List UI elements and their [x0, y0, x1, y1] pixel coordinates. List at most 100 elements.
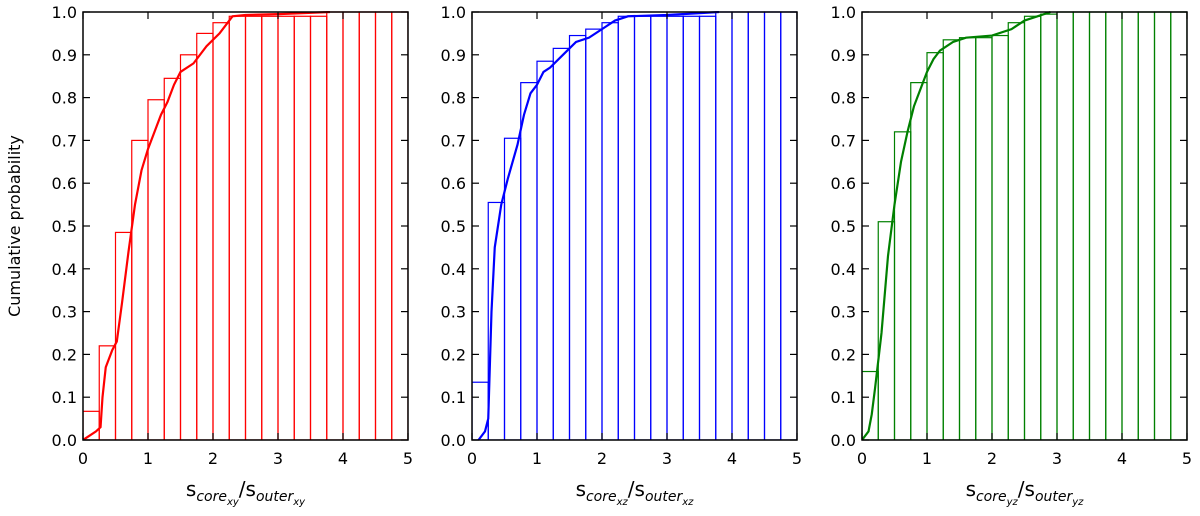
x-axis-label: scoreyz/souteryz — [966, 477, 1085, 508]
histogram-bar — [926, 52, 944, 440]
histogram-bar — [731, 11, 749, 440]
x-tick-label: 0 — [857, 449, 867, 468]
plot-area — [472, 11, 797, 440]
histogram-bar — [1121, 11, 1139, 440]
histogram-bar — [342, 11, 360, 440]
y-tick-label: 1.0 — [831, 3, 856, 22]
histogram-bar — [958, 37, 977, 440]
histogram-bar — [1007, 22, 1026, 440]
x-tick-label: 3 — [662, 449, 672, 468]
x-axis-label-part: core — [196, 489, 227, 505]
histogram-bar — [633, 15, 652, 440]
y-tick-label: 0.7 — [441, 131, 466, 150]
histogram-bar — [212, 22, 230, 440]
histogram-bar — [179, 54, 198, 440]
histogram-bar — [1023, 15, 1042, 440]
x-axis-label-part: xz — [616, 497, 629, 508]
x-axis-label-part: /s — [1018, 477, 1035, 501]
x-axis-label-part: xy — [226, 497, 240, 508]
histogram-bar — [1088, 11, 1107, 440]
y-tick-label: 0.7 — [831, 131, 856, 150]
x-axis-label-part: s — [966, 477, 976, 501]
x-tick-label: 2 — [208, 449, 218, 468]
x-axis-label-part: core — [586, 489, 617, 505]
histogram-bar — [910, 82, 928, 440]
y-tick-label: 0.8 — [831, 89, 856, 108]
x-axis-label: scorexz/souterxz — [576, 477, 695, 508]
histogram-bar — [374, 11, 393, 440]
histogram-bar — [277, 15, 295, 440]
x-axis-label-part: xy — [292, 497, 306, 508]
histogram-bar — [585, 28, 603, 440]
y-tick-label: 0.9 — [441, 46, 466, 65]
x-axis-label-part: s — [576, 477, 586, 501]
y-tick-label: 0.8 — [52, 89, 77, 108]
x-tick-label: 4 — [1117, 449, 1127, 468]
y-tick-label: 0.4 — [831, 260, 856, 279]
y-tick-label: 0.6 — [52, 174, 77, 193]
histogram-bar — [601, 22, 619, 440]
histogram-bar — [1072, 11, 1091, 440]
histogram-bar — [147, 99, 165, 440]
histogram-bar — [698, 15, 717, 440]
y-tick-label: 0.4 — [52, 260, 77, 279]
y-tick-label: 0.0 — [831, 431, 856, 450]
x-axis-label-part: xz — [681, 497, 694, 508]
y-tick-label: 0.2 — [441, 345, 466, 364]
x-axis-label-part: /s — [628, 477, 645, 501]
histogram-bar — [1137, 11, 1156, 440]
y-tick-label: 0.9 — [831, 46, 856, 65]
x-tick-label: 1 — [143, 449, 153, 468]
histogram-bar — [552, 47, 571, 440]
cdf-line — [83, 11, 331, 440]
x-tick-label: 3 — [1052, 449, 1062, 468]
histogram-bar — [1105, 11, 1123, 440]
histogram-bar — [163, 77, 182, 440]
histogram-bar — [715, 11, 733, 440]
histogram-bar — [893, 131, 912, 440]
x-tick-label: 3 — [273, 449, 283, 468]
histogram-bar — [536, 60, 554, 440]
histogram-bar — [763, 11, 782, 440]
x-axis-label-part: outer — [645, 489, 684, 505]
y-tick-label: 0.1 — [441, 388, 466, 407]
histogram-bar — [1040, 13, 1058, 440]
histogram-bar — [682, 15, 701, 440]
x-tick-label: 5 — [792, 449, 802, 468]
histogram-bar — [975, 37, 993, 440]
y-tick-label: 1.0 — [52, 3, 77, 22]
histogram-bar — [326, 11, 344, 440]
x-tick-label: 1 — [922, 449, 932, 468]
histogram-bar — [293, 15, 312, 440]
x-tick-label: 5 — [1182, 449, 1192, 468]
y-tick-label: 0.3 — [831, 303, 856, 322]
x-tick-label: 2 — [987, 449, 997, 468]
y-tick-label: 0.6 — [441, 174, 466, 193]
plot-area — [862, 11, 1187, 440]
y-tick-label: 0.1 — [831, 388, 856, 407]
y-tick-label: 0.2 — [52, 345, 77, 364]
x-tick-label: 0 — [78, 449, 88, 468]
y-tick-label: 0.2 — [831, 345, 856, 364]
y-tick-label: 0.9 — [52, 46, 77, 65]
y-tick-label: 0.7 — [52, 131, 77, 150]
x-tick-label: 4 — [727, 449, 737, 468]
y-tick-label: 0.0 — [441, 431, 466, 450]
y-tick-label: 0.3 — [52, 303, 77, 322]
histogram-bar — [1056, 11, 1074, 440]
histogram-bar — [131, 139, 149, 440]
x-tick-label: 0 — [467, 449, 477, 468]
histogram-bar — [244, 15, 263, 440]
cdf-line — [862, 11, 1051, 440]
x-axis-label-part: yz — [1071, 497, 1084, 508]
histogram-bar — [261, 15, 279, 440]
plot-area — [83, 11, 408, 440]
x-axis-label-part: /s — [239, 477, 256, 501]
x-tick-label: 2 — [597, 449, 607, 468]
histogram-bar — [196, 32, 214, 440]
histogram-bar — [1153, 11, 1172, 440]
y-tick-label: 0.5 — [831, 217, 856, 236]
histogram-bar — [520, 82, 538, 440]
histogram-bar — [228, 15, 247, 440]
